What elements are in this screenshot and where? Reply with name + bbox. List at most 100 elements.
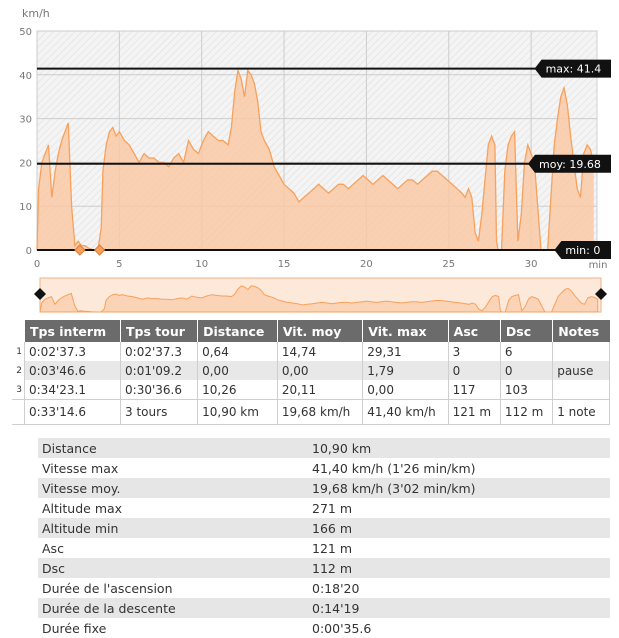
speed-area: [37, 70, 594, 251]
summary-row: Durée fixe 0:00'35.6: [38, 618, 610, 638]
x-tick-label: 30: [525, 259, 538, 270]
y-tick-label: 0: [26, 246, 32, 257]
lap-cell: 6: [499, 342, 553, 361]
lap-cell: 1,79: [362, 361, 449, 380]
summary-value: 0:18'20: [312, 578, 610, 598]
reference-label: min: 0: [565, 244, 600, 257]
summary-value: 271 m: [312, 498, 610, 518]
laps-column-header[interactable]: Dsc: [499, 320, 553, 342]
x-axis-unit: min: [589, 260, 608, 271]
navigator-handle[interactable]: [34, 288, 46, 300]
lap-cell: 0:02'37.3: [23, 342, 121, 361]
lap-index: 3: [12, 380, 25, 400]
reference-label-box: [528, 154, 611, 173]
lap-index: 1: [12, 342, 25, 361]
summary-value: 0:14'19: [312, 598, 610, 618]
lap-cell: 14,74: [276, 342, 363, 361]
laps-total-cell: 0:33'14.6: [23, 399, 121, 425]
laps-column-header[interactable]: Vit. moy: [276, 320, 363, 342]
chart-navigator[interactable]: [0, 272, 619, 318]
laps-header-row: Tps interm Tps tour Distance Vit. moy Vit. m…: [12, 320, 610, 342]
summary-value: 166 m: [312, 518, 610, 538]
summary-row: Altitude min 166 m: [38, 518, 610, 538]
laps-column-header[interactable]: Distance: [197, 320, 278, 342]
laps-total-row: 0:33'14.6 3 tours 10,90 km 19,68 km/h 41,40 …: [12, 399, 610, 425]
summary-value: 0:00'35.6: [312, 618, 610, 638]
lap-index: [12, 399, 25, 425]
x-tick-label: 5: [116, 259, 122, 270]
y-tick-label: 40: [19, 71, 32, 82]
lap-row[interactable]: 1 0:02'37.3 0:02'37.3 0,64 14,74 29,31 3 6: [12, 342, 610, 361]
navigator-series: [39, 285, 599, 313]
y-tick-label: 10: [19, 202, 32, 213]
speed-line: [36, 67, 595, 251]
reference-label-box: [554, 241, 611, 259]
lap-row[interactable]: 2 0:03'46.6 0:01'09.2 0,00 0,00 1,79 0 0 pause: [12, 361, 610, 380]
lap-cell: 0:02'37.3: [120, 342, 198, 361]
laps-column-header[interactable]: Tps tour: [120, 320, 198, 342]
pause-marker[interactable]: [74, 244, 86, 256]
laps-column-header[interactable]: Notes: [552, 320, 610, 342]
summary-label: Altitude max: [38, 498, 312, 518]
lap-cell: 0,00: [276, 361, 363, 380]
lap-row[interactable]: 3 0:34'23.1 0:30'36.6 10,26 20,11 0,00 117 103: [12, 380, 610, 400]
summary-row: Durée de la descente 0:14'19: [38, 598, 610, 618]
x-tick-label: 20: [360, 259, 373, 270]
reference-lines: max: 41.4 moy: 19.68 min: 0: [37, 59, 611, 259]
tick-labels: 0 10 20 30 40 50 0 5 10 15 20 25 30: [19, 27, 537, 270]
summary-row: Dsc 112 m: [38, 558, 610, 578]
lap-cell: 10,26: [197, 380, 278, 400]
summary-label: Asc: [38, 538, 312, 558]
pause-markers: [74, 244, 106, 256]
laps-column-header[interactable]: Vit. max: [362, 320, 449, 342]
speed-series: [36, 67, 595, 251]
lap-cell: 0:30'36.6: [120, 380, 198, 400]
reference-label: moy: 19.68: [539, 158, 601, 171]
summary-value: 41,40 km/h (1'26 min/km): [312, 458, 610, 478]
lap-cell: 3: [447, 342, 501, 361]
laps-total-cell: 10,90 km: [197, 399, 278, 425]
laps-total-cell: 121 m: [447, 399, 501, 425]
laps-total-cell: 41,40 km/h: [362, 399, 449, 425]
navigator-handle[interactable]: [595, 288, 607, 300]
lap-cell: 0: [447, 361, 501, 380]
laps-column-header[interactable]: Tps interm: [23, 320, 121, 342]
summary-row: Distance 10,90 km: [38, 438, 610, 458]
summary-body: Distance 10,90 km Vitesse max 41,40 km/h (1…: [38, 438, 610, 638]
lap-index: 2: [12, 361, 25, 380]
lap-cell: 117: [447, 380, 501, 400]
summary-row: Altitude max 271 m: [38, 498, 610, 518]
navigator-area: [39, 285, 599, 313]
summary-label: Durée fixe: [38, 618, 312, 638]
x-tick-label: 10: [195, 259, 208, 270]
navigator-svg[interactable]: [0, 272, 619, 318]
x-tick-label: 15: [278, 259, 291, 270]
pause-marker[interactable]: [93, 244, 106, 256]
lap-cell: 0:01'09.2: [120, 361, 198, 380]
summary-label: Vitesse max: [38, 458, 312, 478]
summary-label: Vitesse moy.: [38, 478, 312, 498]
y-tick-label: 20: [19, 158, 32, 169]
y-tick-label: 50: [19, 27, 32, 38]
lap-cell: [552, 380, 610, 400]
lap-cell: 0:34'23.1: [23, 380, 121, 400]
laps-body: 1 0:02'37.3 0:02'37.3 0,64 14,74 29,31 3 6 2 0:03…: [12, 342, 610, 425]
lap-cell: [552, 342, 610, 361]
speed-chart: km/h max: 41.4 moy: 19.68 min: 0 0 10 20 30 40…: [0, 0, 619, 272]
summary-label: Dsc: [38, 558, 312, 578]
navigator-handles[interactable]: [34, 288, 607, 300]
laps-total-cell: 112 m: [499, 399, 553, 425]
laps-column-header[interactable]: Asc: [447, 320, 501, 342]
summary-table: Distance 10,90 km Vitesse max 41,40 km/h (1…: [38, 438, 610, 638]
laps-index-header: [12, 320, 25, 342]
summary-row: Vitesse moy. 19,68 km/h (3'02 min/km): [38, 478, 610, 498]
summary-value: 121 m: [312, 538, 610, 558]
y-tick-label: 30: [19, 115, 32, 126]
summary-value: 10,90 km: [312, 438, 610, 458]
lap-cell: 103: [499, 380, 553, 400]
lap-cell: 0,00: [197, 361, 278, 380]
laps-total-cell: 19,68 km/h: [276, 399, 363, 425]
lap-cell: 20,11: [276, 380, 363, 400]
summary-row: Vitesse max 41,40 km/h (1'26 min/km): [38, 458, 610, 478]
summary-label: Altitude min: [38, 518, 312, 538]
